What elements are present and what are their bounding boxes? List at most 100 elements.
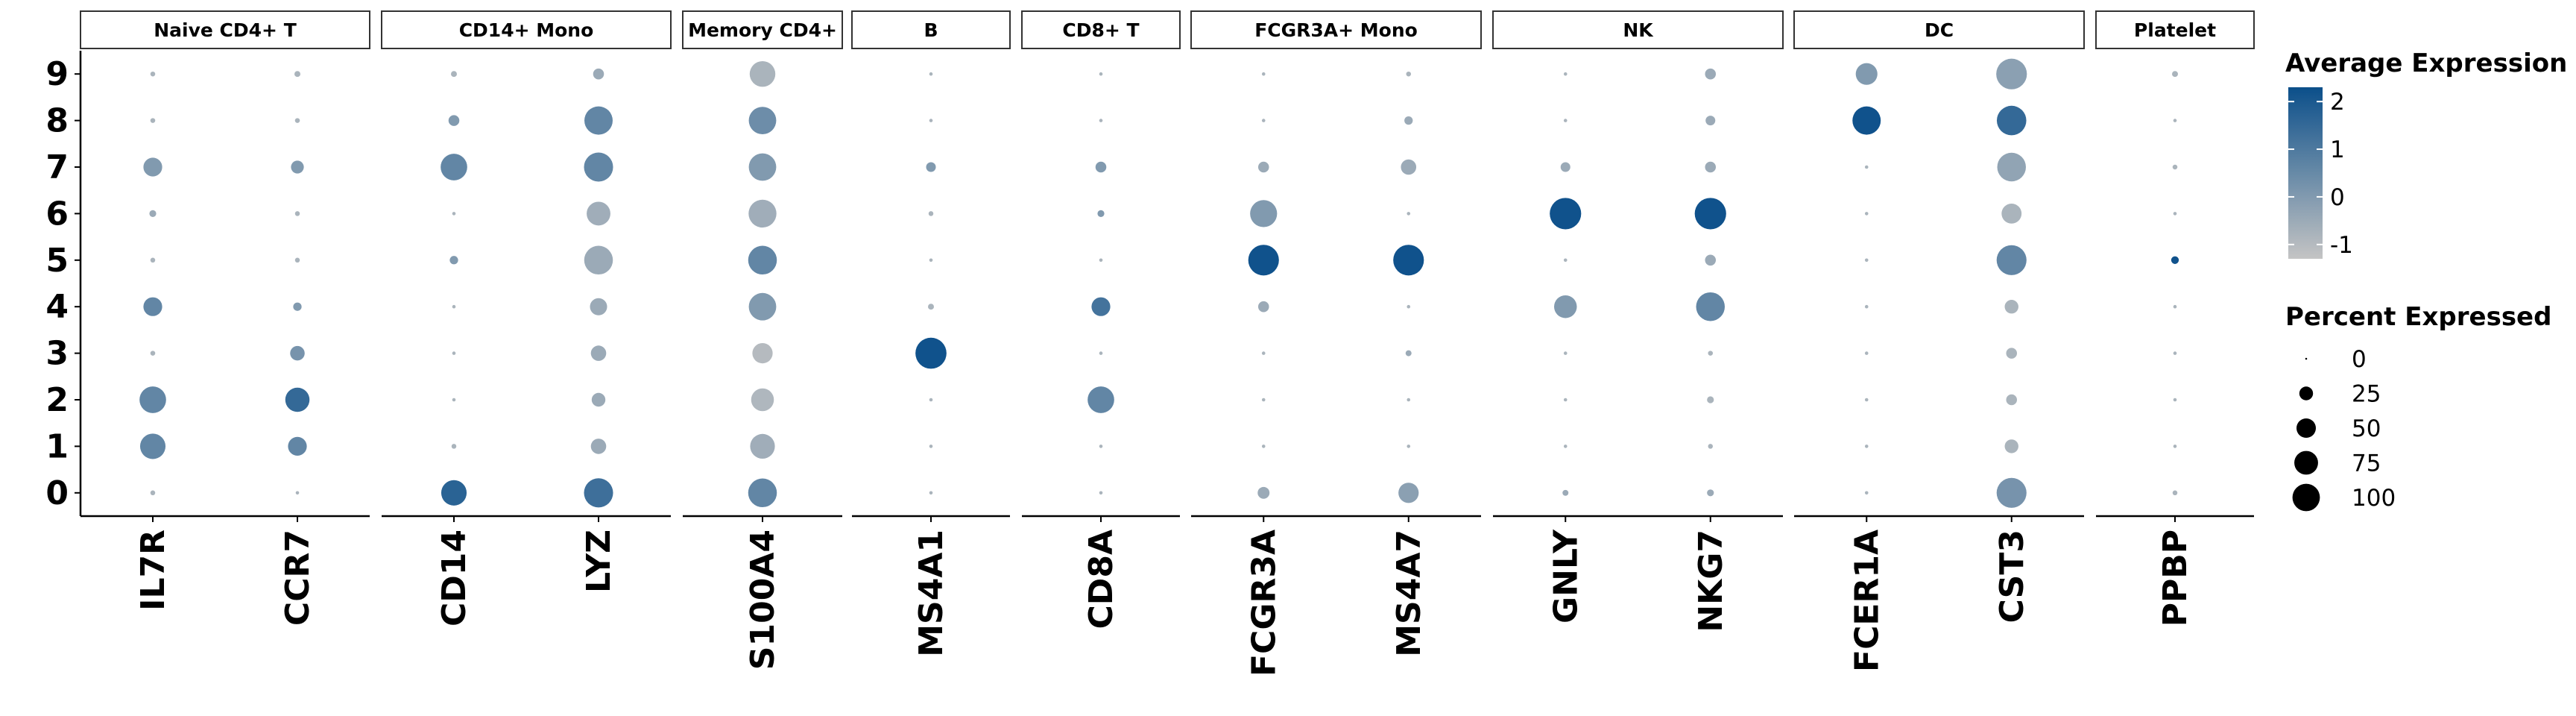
facet-strip-label: Naive CD4+ T [154, 19, 297, 41]
size-legend-dot [2299, 386, 2314, 401]
dot-point [441, 480, 467, 506]
dot-point [150, 71, 156, 77]
dot-point [285, 387, 310, 412]
dot-point [590, 439, 607, 454]
dot-point [929, 398, 933, 402]
x-tick-label: PPBP [2156, 530, 2194, 626]
dot-point [294, 71, 300, 78]
x-tick-label: MS4A1 [912, 530, 950, 657]
dot-point [1404, 116, 1413, 125]
facet-strip-label: B [924, 19, 938, 41]
dot-point [1550, 198, 1582, 230]
dot-point [1406, 71, 1411, 77]
dot-point [1099, 445, 1103, 448]
dot-point [591, 392, 606, 407]
color-legend-label: 1 [2330, 136, 2345, 163]
dot-point [150, 257, 156, 263]
dot-point [2172, 164, 2178, 170]
x-tick-label: CD8A [1082, 530, 1120, 629]
x-tick-label: LYZ [580, 530, 618, 593]
dot-point [1261, 72, 1266, 76]
facet-strip [1021, 10, 1181, 49]
dot-point [2171, 256, 2179, 264]
dot-point [1562, 489, 1569, 496]
dot-point [1708, 351, 1713, 356]
size-legend-label: 0 [2352, 346, 2367, 373]
dot-point [1705, 116, 1716, 126]
size-legend-dot [2294, 450, 2318, 475]
y-tick-label: 5 [45, 242, 69, 280]
facet-strip [682, 10, 843, 49]
dot-point [150, 490, 156, 496]
dot-point [748, 107, 777, 135]
dot-point [593, 68, 604, 80]
x-tick-label: GNLY [1547, 529, 1585, 624]
dot-point [452, 351, 456, 355]
dot-point [452, 398, 456, 402]
dot-point [584, 245, 613, 275]
dot-point [1852, 106, 1881, 135]
size-legend-dot [2296, 418, 2317, 439]
dot-point [1694, 198, 1726, 230]
dot-point [1864, 212, 1869, 216]
facet-strip-label: DC [1925, 19, 1954, 41]
dot-point [150, 351, 156, 356]
dot-point [590, 298, 607, 315]
dot-point [288, 436, 307, 456]
dot-point [2173, 119, 2177, 122]
dot-point [1261, 351, 1266, 355]
dot-point [1563, 258, 1568, 263]
dot-point [2006, 394, 2018, 406]
dot-point [293, 302, 302, 311]
facet-strip [1793, 10, 2085, 49]
dot-point [1696, 292, 1725, 321]
dot-point [1864, 491, 1869, 495]
facet-strip [80, 10, 370, 49]
y-tick-label: 9 [45, 55, 69, 93]
dot-point [584, 106, 613, 135]
dot-point [584, 152, 613, 182]
dot-point [1864, 351, 1869, 355]
dot-point [1864, 398, 1869, 402]
facet-strip [381, 10, 672, 49]
dot-point [590, 345, 607, 361]
dot-point [1708, 444, 1713, 449]
dot-point [1405, 350, 1412, 357]
dot-point [1398, 483, 1419, 503]
color-legend-label: 0 [2330, 184, 2345, 211]
dot-point [1553, 295, 1577, 318]
y-tick-label: 3 [45, 335, 69, 373]
dot-point [1563, 72, 1568, 76]
dot-point [1393, 245, 1424, 276]
dot-point [929, 491, 933, 495]
dot-point [451, 444, 457, 449]
facet-strip-label: Platelet [2134, 19, 2216, 41]
dot-point [1997, 152, 2026, 182]
size-legend-label: 50 [2352, 415, 2381, 442]
dot-point [1257, 161, 1269, 173]
x-tick-label: FCER1A [1848, 530, 1886, 672]
dot-point [1707, 396, 1714, 403]
facet-strip-label: CD8+ T [1062, 19, 1139, 41]
dot-point [750, 433, 775, 459]
dot-point [139, 433, 166, 459]
facet-panel: DC FCER1A CST3 [1793, 10, 2085, 672]
dot-point [2173, 351, 2177, 355]
dot-point [928, 304, 934, 310]
dot-point [291, 160, 304, 174]
dot-point [1864, 304, 1869, 309]
dot-point [1707, 489, 1714, 497]
dot-point [929, 445, 933, 448]
dot-point [1407, 304, 1411, 309]
dot-point [752, 342, 773, 364]
dot-point [748, 153, 777, 181]
dot-point [1864, 445, 1869, 448]
dot-point [448, 115, 460, 126]
dot-point [2172, 490, 2178, 496]
dot-point [1261, 445, 1266, 448]
facet-strip-label: CD14+ Mono [459, 19, 594, 41]
dot-point [1257, 486, 1270, 499]
facet-panel: B MS4A1 [851, 10, 1011, 657]
dot-point [1563, 445, 1568, 448]
dot-point [1407, 212, 1411, 216]
